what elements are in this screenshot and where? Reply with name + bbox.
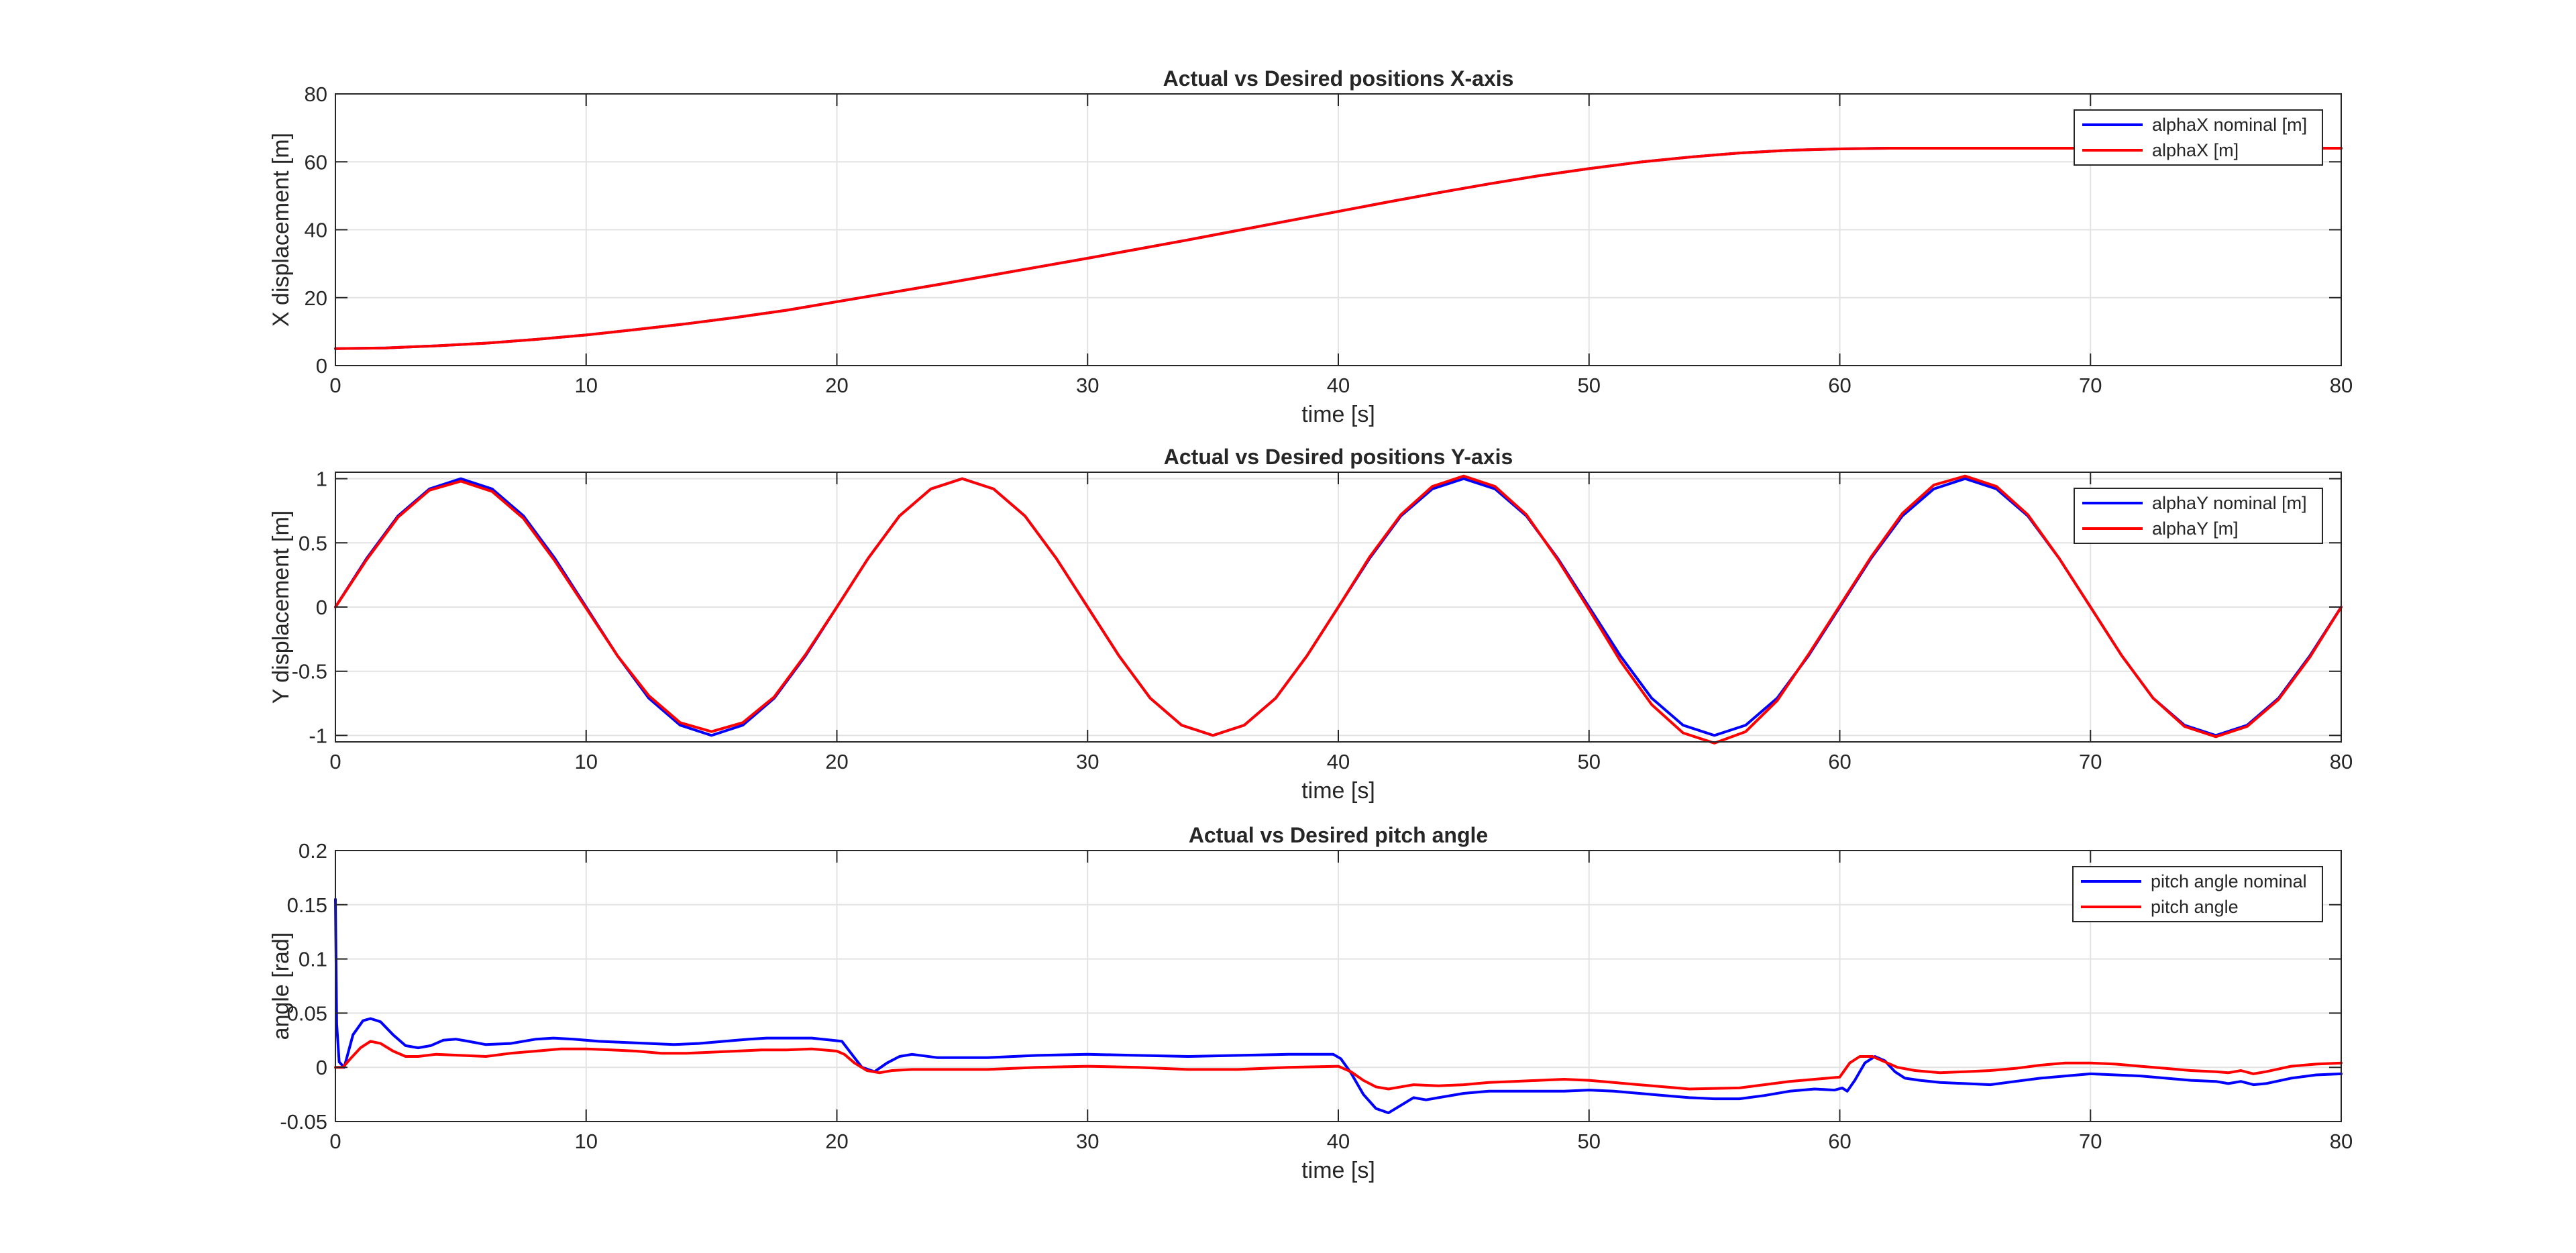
legend-label-1: alphaX nominal [m] xyxy=(2152,115,2307,135)
legend-box xyxy=(2074,109,2323,166)
legend-box xyxy=(2072,866,2323,922)
x-axis-label: time [s] xyxy=(1301,1158,1375,1183)
x-tick-label: 70 xyxy=(2079,1130,2102,1153)
x-tick-label: 10 xyxy=(575,374,598,397)
x-axis-label: time [s] xyxy=(1301,778,1375,804)
legend-label-2: alphaY [m] xyxy=(2152,519,2239,539)
y-tick-label: -0.05 xyxy=(280,1110,327,1134)
x-tick-label: 50 xyxy=(1578,1130,1601,1153)
legend: alphaX nominal [m] alphaX [m] xyxy=(2074,109,2323,166)
y-tick-label: -0.5 xyxy=(292,660,327,684)
x-tick-label: 80 xyxy=(2330,1130,2353,1153)
y-tick-label: 0.2 xyxy=(299,839,327,863)
chart-title: Actual vs Desired positions Y-axis xyxy=(1164,445,1513,469)
legend-label-1: pitch angle nominal xyxy=(2151,871,2307,891)
x-axis-label: time [s] xyxy=(1301,402,1375,427)
x-tick-label: 30 xyxy=(1076,374,1099,397)
y-tick-label: 0.05 xyxy=(287,1001,327,1025)
x-tick-label: 20 xyxy=(825,750,848,773)
x-tick-label: 40 xyxy=(1327,1130,1350,1153)
y-tick-label: 0 xyxy=(316,596,327,619)
series-line-2 xyxy=(334,1040,2343,1091)
y-tick-label: 1 xyxy=(316,468,327,491)
y-tick-label: 0.1 xyxy=(299,948,327,971)
legend: alphaY nominal [m] alphaY [m] xyxy=(2074,488,2323,544)
grid-lines xyxy=(335,94,2341,366)
legend-label-2: pitch angle xyxy=(2151,897,2239,917)
y-axis-label: X displacement [m] xyxy=(268,133,294,327)
x-tick-label: 30 xyxy=(1076,750,1099,773)
x-tick-label: 20 xyxy=(825,374,848,397)
x-tick-label: 0 xyxy=(329,1130,341,1153)
legend-label-2: alphaX [m] xyxy=(2152,140,2239,160)
x-tick-label: 50 xyxy=(1578,750,1601,773)
x-tick-label: 10 xyxy=(575,750,598,773)
chart-title: Actual vs Desired positions X-axis xyxy=(1163,66,1514,91)
grid-lines xyxy=(335,851,2341,1122)
y-axis-label: Y displacement [m] xyxy=(268,510,294,704)
ticks: 0 10 20 30 40 50 60 70 80 -1 -0.5 0 0.5 1 xyxy=(292,468,2353,773)
chart-panel-3: 0 10 20 30 40 50 60 70 80-0.0500.050.10.150.2Act… xyxy=(268,823,2353,1183)
x-tick-label: 40 xyxy=(1327,374,1350,397)
x-tick-label: 80 xyxy=(2330,374,2353,397)
y-tick-label: 0 xyxy=(316,354,327,378)
y-tick-label: 20 xyxy=(305,286,327,310)
series-line-1 xyxy=(334,897,2343,1115)
x-tick-label: 30 xyxy=(1076,1130,1099,1153)
x-tick-label: 50 xyxy=(1578,374,1601,397)
chart-panel-1: 0 10 20 30 40 50 60 70 80 0 20 40 60 80 Actual vs Desi… xyxy=(268,66,2353,427)
x-tick-label: 80 xyxy=(2330,750,2353,773)
x-tick-label: 60 xyxy=(1828,374,1851,397)
legend-label-1: alphaY nominal [m] xyxy=(2152,493,2307,513)
y-tick-label: 0.5 xyxy=(299,531,327,555)
y-tick-label: 0.15 xyxy=(287,893,327,917)
x-tick-label: 0 xyxy=(329,374,341,397)
chart-title: Actual vs Desired pitch angle xyxy=(1189,823,1488,847)
y-tick-label: 40 xyxy=(305,219,327,242)
x-tick-label: 60 xyxy=(1828,1130,1851,1153)
y-axis-label: angle [rad] xyxy=(268,932,294,1040)
x-tick-label: 70 xyxy=(2079,750,2102,773)
chart-panel-2: 0 10 20 30 40 50 60 70 80 -1 -0.5 0 0.5 1 Actual vs De… xyxy=(268,445,2353,804)
y-tick-label: -1 xyxy=(309,724,327,747)
y-tick-label: 80 xyxy=(305,83,327,106)
series-line-2 xyxy=(334,147,2343,350)
ticks: 0 10 20 30 40 50 60 70 80 0 20 40 60 80 xyxy=(305,83,2353,397)
x-tick-label: 70 xyxy=(2079,374,2102,397)
y-tick-label: 60 xyxy=(305,150,327,174)
x-tick-label: 40 xyxy=(1327,750,1350,773)
legend: pitch angle nominal pitch angle xyxy=(2072,866,2323,922)
y-tick-label: 0 xyxy=(316,1056,327,1079)
x-tick-label: 10 xyxy=(575,1130,598,1153)
series-line-2 xyxy=(334,474,2343,745)
legend-box xyxy=(2074,488,2323,544)
x-tick-label: 60 xyxy=(1828,750,1851,773)
x-tick-label: 0 xyxy=(329,750,341,773)
x-tick-label: 20 xyxy=(825,1130,848,1153)
